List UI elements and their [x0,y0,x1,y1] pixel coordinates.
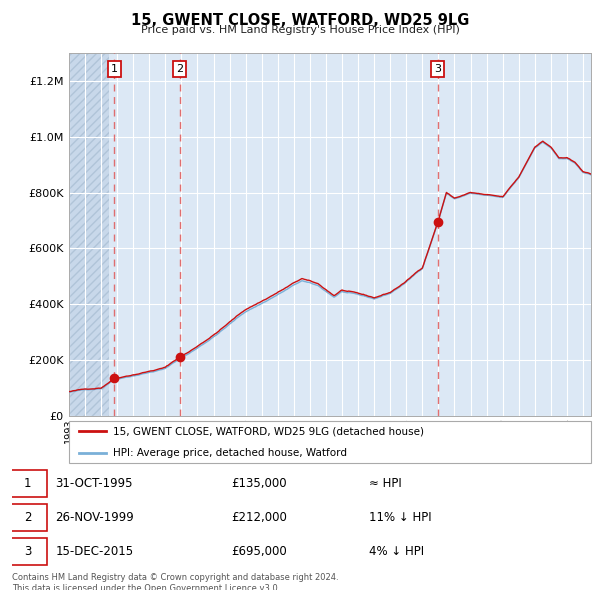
Text: ≈ HPI: ≈ HPI [369,477,402,490]
Text: 2: 2 [24,511,32,525]
Text: 1: 1 [24,477,32,490]
FancyBboxPatch shape [69,421,591,463]
Text: £695,000: £695,000 [231,545,287,558]
Text: 15, GWENT CLOSE, WATFORD, WD25 9LG: 15, GWENT CLOSE, WATFORD, WD25 9LG [131,13,469,28]
Text: 31-OCT-1995: 31-OCT-1995 [55,477,133,490]
Text: Price paid vs. HM Land Registry's House Price Index (HPI): Price paid vs. HM Land Registry's House … [140,25,460,35]
Text: HPI: Average price, detached house, Watford: HPI: Average price, detached house, Watf… [113,448,347,457]
Text: 2: 2 [176,64,184,74]
Text: 4% ↓ HPI: 4% ↓ HPI [369,545,424,558]
Text: 26-NOV-1999: 26-NOV-1999 [55,511,134,525]
Text: 3: 3 [24,545,32,558]
Text: 15, GWENT CLOSE, WATFORD, WD25 9LG (detached house): 15, GWENT CLOSE, WATFORD, WD25 9LG (deta… [113,427,424,436]
Text: £135,000: £135,000 [231,477,287,490]
Text: £212,000: £212,000 [231,511,287,525]
FancyBboxPatch shape [9,538,47,565]
Text: Contains HM Land Registry data © Crown copyright and database right 2024.
This d: Contains HM Land Registry data © Crown c… [12,573,338,590]
Text: 11% ↓ HPI: 11% ↓ HPI [369,511,432,525]
Text: 1: 1 [111,64,118,74]
Text: 3: 3 [434,64,441,74]
Text: 15-DEC-2015: 15-DEC-2015 [55,545,133,558]
FancyBboxPatch shape [9,504,47,531]
FancyBboxPatch shape [9,470,47,497]
